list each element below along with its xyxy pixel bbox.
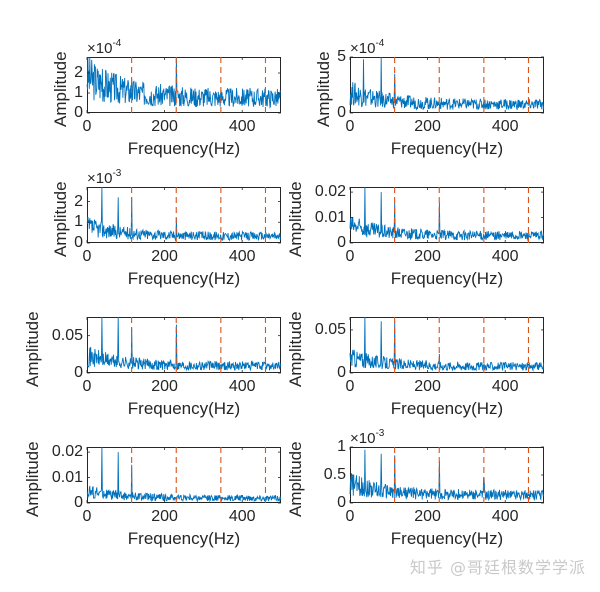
- y-tick-label: 1: [337, 438, 346, 455]
- x-axis-label: Frequency(Hz): [390, 399, 504, 418]
- x-axis-label: Frequency(Hz): [127, 139, 241, 158]
- y-tick-label: 0.02: [314, 183, 346, 201]
- x-tick-label: 400: [228, 378, 256, 395]
- y-tick-label: 0.02: [51, 443, 83, 461]
- x-tick-label: 0: [345, 248, 355, 265]
- x-axis-label: Frequency(Hz): [390, 529, 504, 548]
- y-axis-label: Amplitude: [286, 441, 305, 517]
- x-axis-label: Frequency(Hz): [390, 139, 504, 158]
- y-tick-label: 0: [337, 234, 346, 251]
- y-tick-label: 0.01: [314, 208, 346, 226]
- x-tick-label: 0: [345, 118, 355, 135]
- x-axis-label: Frequency(Hz): [390, 269, 504, 288]
- y-exponent-label: ×10-4: [350, 38, 385, 57]
- x-tick-label: 400: [228, 508, 256, 525]
- y-tick-label: 0.5: [323, 466, 346, 483]
- x-tick-label: 0: [345, 508, 355, 525]
- x-tick-label: 200: [414, 118, 441, 135]
- y-tick-label: 0: [74, 364, 83, 381]
- x-axis-label: Frequency(Hz): [127, 529, 241, 548]
- x-tick-label: 400: [491, 248, 519, 265]
- y-tick-label: 0.05: [51, 326, 83, 344]
- y-tick-label: 0: [337, 364, 346, 381]
- x-tick-label: 400: [491, 508, 519, 525]
- x-tick-label: 400: [491, 378, 519, 395]
- y-tick-label: 0: [337, 104, 346, 121]
- watermark: 知乎 @哥廷根数学学派: [409, 558, 586, 577]
- x-tick-label: 0: [82, 118, 92, 135]
- x-axis-label: Frequency(Hz): [127, 269, 241, 288]
- x-tick-label: 200: [151, 118, 178, 135]
- y-tick-label: 0: [74, 104, 83, 121]
- y-tick-label: 0.05: [314, 320, 346, 338]
- x-tick-label: 200: [414, 508, 441, 525]
- y-tick-label: 2: [74, 192, 83, 210]
- x-tick-label: 0: [345, 378, 355, 395]
- y-exponent-label: ×10-3: [87, 168, 122, 187]
- y-tick-label: 1: [74, 84, 83, 101]
- y-tick-label: 5: [337, 48, 346, 65]
- y-tick-label: 0: [74, 494, 83, 511]
- plot-area: [87, 447, 281, 503]
- x-tick-label: 200: [151, 378, 178, 395]
- y-tick-label: 0: [74, 234, 83, 251]
- x-tick-label: 0: [82, 248, 92, 265]
- y-exponent-label: ×10-4: [87, 38, 122, 57]
- x-axis-label: Frequency(Hz): [127, 399, 241, 418]
- x-tick-label: 400: [491, 118, 519, 135]
- x-tick-label: 200: [151, 248, 178, 265]
- plot-area: [87, 317, 281, 373]
- y-tick-label: 0: [337, 494, 346, 511]
- x-tick-label: 200: [151, 508, 178, 525]
- x-tick-label: 0: [82, 508, 92, 525]
- y-tick-label: 2: [74, 64, 83, 81]
- x-tick-label: 0: [82, 378, 92, 395]
- x-tick-label: 200: [414, 378, 441, 395]
- x-tick-label: 200: [414, 248, 441, 265]
- x-tick-label: 400: [228, 248, 256, 265]
- y-exponent-label: ×10-3: [350, 428, 385, 447]
- x-tick-label: 400: [228, 118, 256, 135]
- y-tick-label: 1: [74, 213, 83, 231]
- y-tick-label: 0.01: [51, 468, 83, 486]
- plot-area: [350, 317, 544, 373]
